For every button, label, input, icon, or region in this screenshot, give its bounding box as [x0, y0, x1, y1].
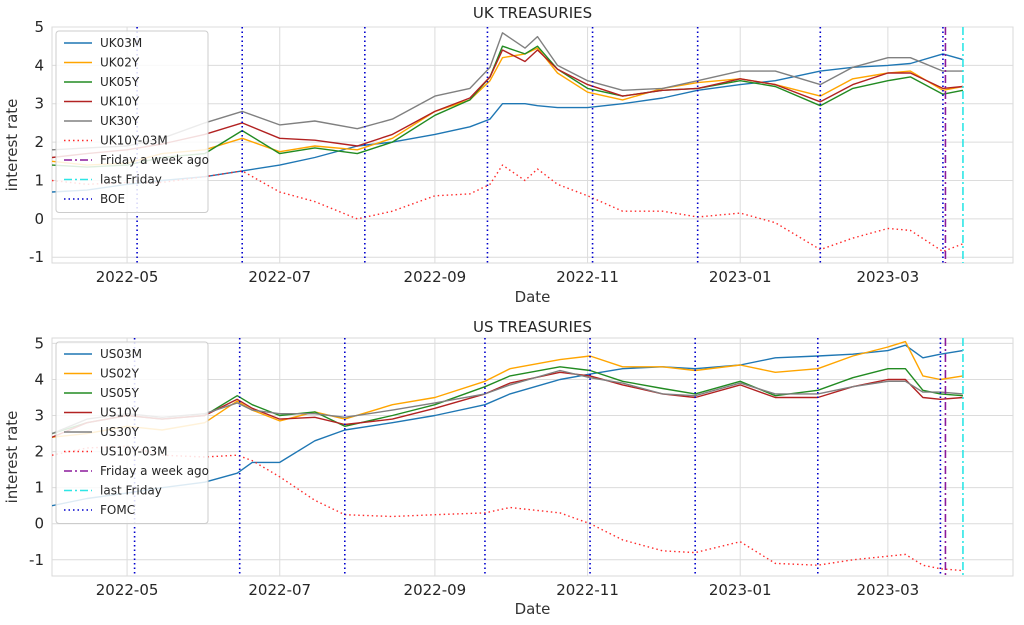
x-tick-label: 2022-09	[404, 581, 467, 599]
legend-label: US10Y-03M	[100, 445, 168, 459]
series-line-uk10y	[52, 49, 963, 159]
y-tick-label: 1	[34, 479, 44, 497]
y-tick-label: 4	[34, 370, 44, 388]
legend-label: FOMC	[100, 503, 135, 517]
chart-panel-2: -1 0 1 2 3 4 5 2022-05 2022-07 2022-09 2022-11 2023…	[3, 318, 1014, 618]
y-axis-label: interest rate	[3, 411, 21, 504]
legend-label: UK05Y	[100, 75, 140, 89]
y-tick-label: 0	[34, 210, 44, 228]
y-tick-label: -1	[29, 248, 44, 266]
legend-label: BOE	[100, 192, 125, 206]
y-tick-label: 3	[34, 407, 44, 425]
x-tick-label: 2022-05	[96, 581, 159, 599]
y-tick-label: 5	[34, 334, 44, 352]
chart-panel-1: -1 0 1 2 3 4 5 2022-05 2022-07 2022-09 2022-11 2023…	[3, 4, 1014, 306]
x-tick-label: 2023-03	[857, 268, 920, 286]
legend-label: UK10Y-03M	[100, 134, 168, 148]
y-tick-label: 2	[34, 443, 44, 461]
series-line-us02y	[52, 340, 964, 438]
series-line-uk30y	[52, 32, 963, 151]
series-line-uk05y	[52, 45, 964, 168]
x-tick-label: 2022-07	[248, 268, 311, 286]
legend-label: UK30Y	[100, 114, 140, 128]
chart-title: US TREASURIES	[473, 318, 592, 336]
series-line-us30y	[52, 369, 963, 435]
y-axis-label: interest rate	[3, 99, 21, 192]
legend: US03M US02Y US05Y US10Y US30Y US10Y-03M Friday…	[55, 341, 209, 524]
legend: UK03M UK02Y UK05Y UK10Y UK30Y UK10Y-03M Friday…	[55, 30, 209, 213]
legend-label: Friday a week ago	[100, 153, 209, 167]
x-tick-label: 2022-07	[248, 581, 311, 599]
legend-label: US30Y	[100, 425, 140, 439]
plot-lines	[52, 27, 964, 263]
legend-label: US03M	[100, 347, 142, 361]
legend-label: US05Y	[100, 386, 140, 400]
y-tick-label: 2	[34, 133, 44, 151]
legend-box	[55, 30, 209, 213]
legend-label: UK10Y	[100, 95, 140, 109]
x-tick-label: 2023-01	[709, 581, 772, 599]
plot-lines	[52, 338, 964, 576]
y-tick-label: 0	[34, 515, 44, 533]
legend-box	[55, 341, 209, 524]
x-tick-label: 2023-01	[709, 268, 772, 286]
legend-label: last Friday	[100, 484, 162, 498]
y-tick-label: 4	[34, 56, 44, 74]
x-tick-label: 2022-05	[96, 268, 159, 286]
legend-label: US02Y	[100, 367, 140, 381]
x-axis-label: Date	[515, 600, 551, 618]
chart-title: UK TREASURIES	[473, 4, 592, 22]
x-tick-label: 2022-09	[404, 268, 467, 286]
legend-label: UK03M	[100, 36, 142, 50]
legend-label: US10Y	[100, 406, 140, 420]
legend-label: last Friday	[100, 173, 162, 187]
y-tick-label: 3	[34, 95, 44, 113]
x-axis-label: Date	[515, 288, 551, 306]
legend-label: UK02Y	[100, 56, 140, 70]
x-tick-label: 2023-03	[857, 581, 920, 599]
x-tick-label: 2022-11	[556, 268, 619, 286]
legend-label: Friday a week ago	[100, 464, 209, 478]
plot-area	[51, 26, 1014, 264]
series-line-us03m	[52, 344, 964, 507]
series-line-us05y	[52, 366, 963, 435]
series-line-uk03m	[52, 53, 964, 193]
series-line-uk10y-03m	[52, 164, 964, 253]
y-tick-label: 1	[34, 171, 44, 189]
x-tick-label: 2022-11	[556, 581, 619, 599]
y-tick-label: 5	[34, 18, 44, 36]
y-tick-label: -1	[29, 551, 44, 569]
